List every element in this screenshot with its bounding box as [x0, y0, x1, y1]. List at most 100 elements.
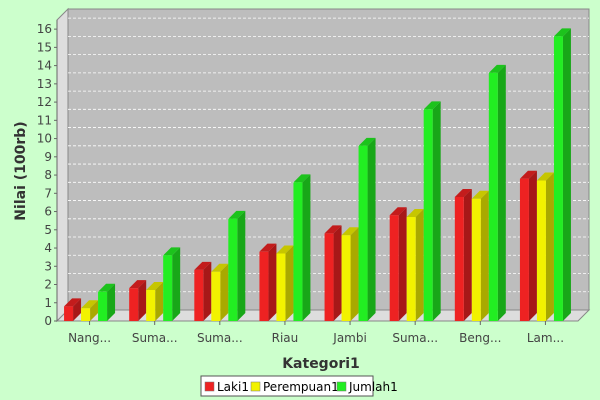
- bar-side: [545, 172, 554, 321]
- bar-front: [406, 217, 416, 321]
- x-tick-label: Suma...: [197, 331, 243, 345]
- bar-top: [211, 263, 229, 272]
- y-tick-label: 5: [44, 223, 52, 237]
- y-tick-label: 14: [37, 59, 52, 73]
- bar-top: [389, 207, 407, 216]
- bar-top: [293, 174, 311, 183]
- y-tick-label: 0: [44, 314, 52, 328]
- bar-side: [155, 281, 164, 321]
- legend-label: Laki1: [217, 380, 249, 394]
- bar-side: [73, 298, 82, 321]
- legend: Laki1 Perempuan1 Jumlah1: [200, 375, 398, 397]
- bar-front: [358, 145, 368, 321]
- bar: [194, 261, 212, 321]
- y-tick-label: 4: [44, 241, 52, 255]
- y-axis-title: Nilai (100rb): [13, 121, 29, 220]
- bar-front: [389, 215, 399, 321]
- bar: [324, 225, 342, 321]
- y-tick-label: 11: [37, 113, 52, 127]
- bars: [64, 28, 571, 322]
- bar-side: [528, 170, 537, 321]
- y-tick-label: 1: [44, 296, 52, 310]
- bar-top: [163, 247, 181, 256]
- y-tick-label: 3: [44, 259, 52, 273]
- bar-top: [98, 283, 116, 292]
- bar-top: [64, 298, 82, 307]
- legend-swatch: [204, 381, 215, 392]
- x-tick-label: Jambi: [332, 331, 367, 345]
- bar-top: [519, 170, 537, 179]
- bar: [81, 300, 99, 321]
- y-tick-label: 10: [37, 132, 52, 146]
- legend-swatch: [336, 381, 347, 392]
- y-tick-label: 12: [37, 95, 52, 109]
- bar-side: [415, 209, 424, 321]
- y-tick-label: 9: [44, 150, 52, 164]
- bar-side: [172, 247, 181, 321]
- bar-front: [64, 306, 74, 321]
- x-tick-label: Nang...: [68, 331, 111, 345]
- bar-side: [480, 190, 489, 321]
- bar-front: [211, 271, 221, 321]
- bar-side: [237, 210, 246, 321]
- bar: [423, 101, 441, 321]
- bar-front: [276, 253, 286, 321]
- bar-front: [129, 288, 139, 321]
- bar-top: [146, 281, 164, 290]
- bar-top: [341, 227, 359, 236]
- bar-top: [194, 261, 212, 270]
- bar-side: [432, 101, 441, 321]
- bar: [211, 263, 229, 321]
- bar-side: [220, 263, 229, 321]
- bar: [488, 64, 506, 322]
- bar-top: [553, 28, 571, 37]
- bar-front: [293, 182, 303, 321]
- bar: [358, 137, 376, 321]
- bar: [536, 172, 554, 321]
- x-axis-ticks: Nang... Suma... Suma... Riau Jambi Suma... Ben…: [68, 321, 564, 345]
- bar-front: [488, 72, 498, 321]
- bar-front: [536, 180, 546, 321]
- grid-lines: [68, 17, 589, 293]
- x-tick-label: Beng...: [459, 331, 501, 345]
- bar-top: [81, 300, 99, 309]
- bar-front: [553, 36, 563, 321]
- bar: [293, 174, 311, 321]
- plot-left-wall: [56, 7, 69, 323]
- bar-front: [163, 255, 173, 321]
- bar-front: [194, 269, 204, 321]
- bar-front: [454, 196, 464, 321]
- bar-front: [324, 233, 334, 321]
- bar-side: [367, 137, 376, 321]
- x-tick-label: Suma...: [132, 331, 178, 345]
- bar: [163, 247, 181, 321]
- bar-side: [268, 243, 277, 321]
- bar-top: [423, 101, 441, 110]
- bar-top: [358, 137, 376, 146]
- bar-top: [129, 280, 147, 289]
- bar: [259, 243, 277, 321]
- bar: [454, 188, 472, 321]
- bar-top: [276, 245, 294, 254]
- bar-top: [471, 190, 489, 199]
- bar-side: [398, 207, 407, 321]
- plot-background: [55, 7, 591, 323]
- bar-side: [203, 261, 212, 321]
- bar-front: [146, 289, 156, 321]
- x-tick-label: Suma...: [392, 331, 438, 345]
- legend-label: Perempuan1: [263, 380, 339, 394]
- bar: [471, 190, 489, 321]
- y-tick-label: 6: [44, 205, 52, 219]
- bar-front: [98, 291, 108, 321]
- x-axis-title: Kategori1: [282, 356, 360, 372]
- y-tick-label: 15: [37, 40, 52, 54]
- bar-top: [228, 210, 246, 219]
- bar: [98, 283, 116, 321]
- bar: [64, 298, 82, 321]
- bar-top: [536, 172, 554, 181]
- x-tick-label: Lam...: [527, 331, 564, 345]
- legend-box: [200, 375, 374, 397]
- bar: [146, 281, 164, 321]
